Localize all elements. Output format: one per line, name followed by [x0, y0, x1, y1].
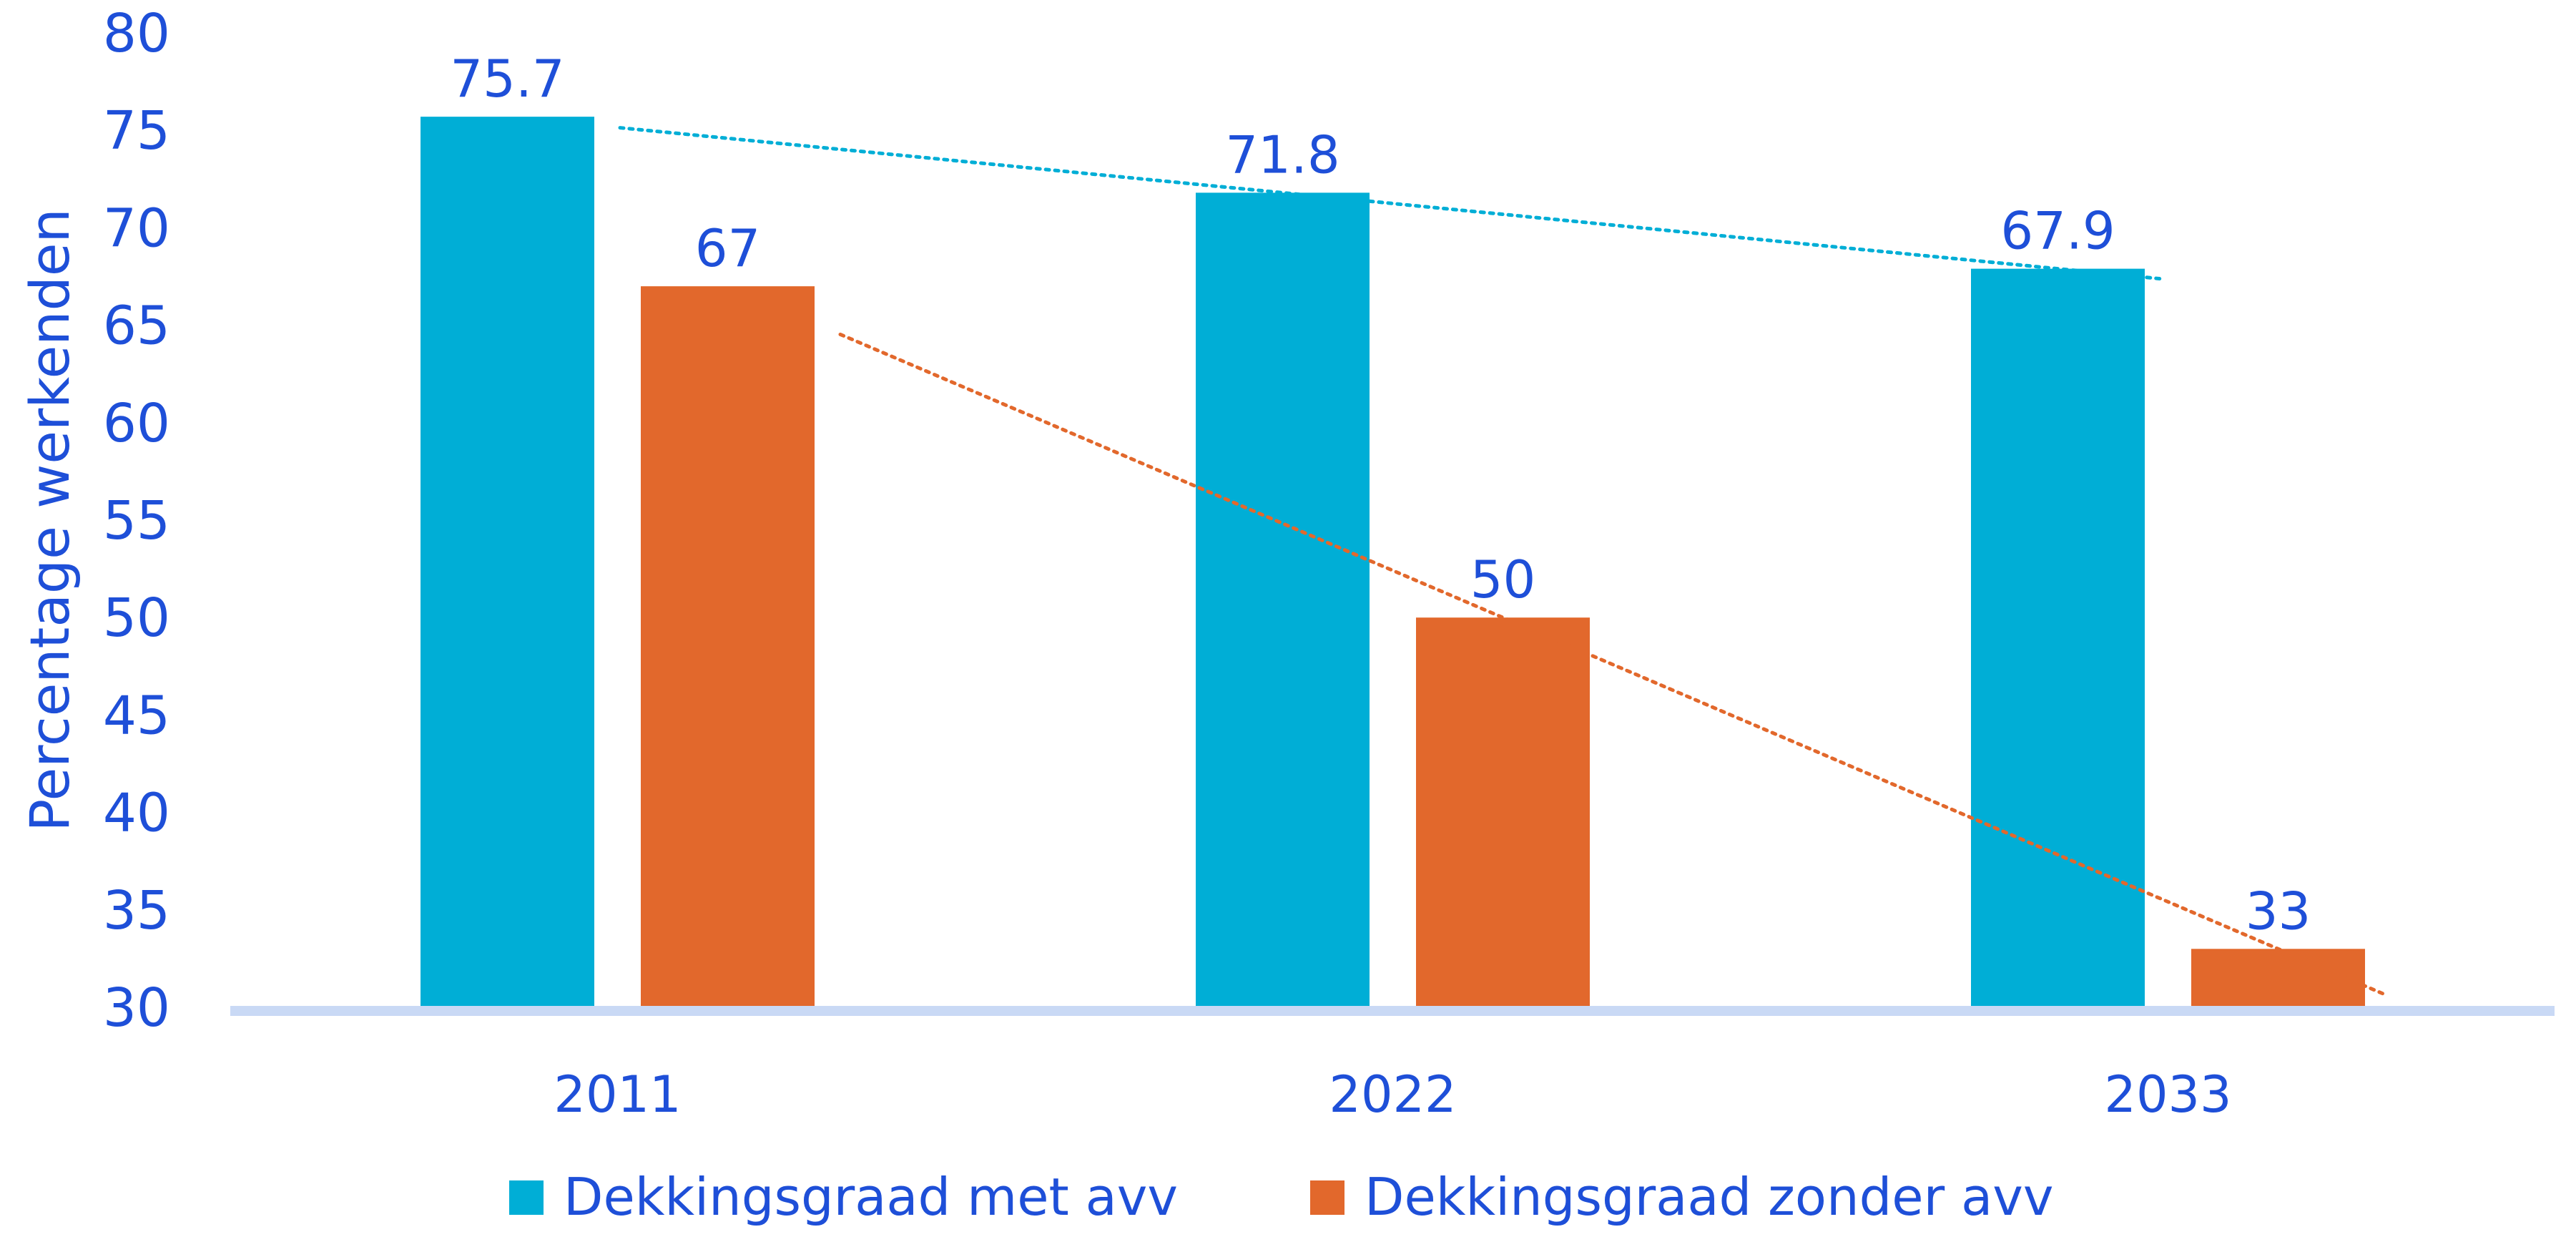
y-tick-label: 55 — [103, 490, 170, 552]
legend-item-met-avv: Dekkingsgraad met avv — [509, 1167, 1178, 1227]
y-tick-label: 30 — [103, 977, 170, 1039]
legend: Dekkingsgraad met avv Dekkingsgraad zonde… — [509, 1167, 2053, 1227]
legend-item-zonder-avv: Dekkingsgraad zonder avv — [1310, 1167, 2053, 1227]
y-axis-ticks: 30 35 40 45 50 55 60 65 70 75 80 — [103, 3, 170, 1039]
x-tick-label: 2011 — [554, 1065, 681, 1124]
bar-met-avv-2011 — [421, 117, 594, 1008]
y-tick-label: 65 — [103, 295, 170, 357]
x-axis-line — [230, 1006, 2555, 1016]
data-label: 33 — [2246, 881, 2311, 941]
y-tick-label: 45 — [103, 685, 170, 746]
y-tick-label: 40 — [103, 783, 170, 844]
bar-zonder-avv-2033 — [2191, 949, 2365, 1007]
y-tick-label: 50 — [103, 587, 170, 649]
data-label: 67 — [695, 218, 761, 278]
bars — [421, 117, 2365, 1008]
legend-label: Dekkingsgraad met avv — [564, 1167, 1178, 1227]
y-tick-label: 70 — [103, 197, 170, 259]
trendline-zonder-avv — [838, 332, 2387, 997]
y-tick-label: 60 — [103, 393, 170, 454]
legend-swatch — [509, 1180, 544, 1215]
data-label: 75.7 — [450, 49, 564, 109]
trendlines — [618, 126, 2387, 997]
bar-zonder-avv-2011 — [641, 286, 815, 1007]
bar-met-avv-2033 — [1971, 268, 2145, 1007]
y-tick-label: 75 — [103, 100, 170, 162]
legend-label: Dekkingsgraad zonder avv — [1365, 1167, 2053, 1227]
y-tick-label: 80 — [103, 3, 170, 64]
data-label: 50 — [1470, 549, 1536, 610]
legend-swatch — [1310, 1180, 1344, 1215]
bar-zonder-avv-2022 — [1416, 617, 1590, 1007]
x-tick-label: 2033 — [2104, 1065, 2231, 1124]
trendline-met-avv — [618, 126, 2167, 281]
x-tick-label: 2022 — [1329, 1065, 1456, 1124]
bar-met-avv-2022 — [1196, 192, 1370, 1007]
x-axis-labels: 2011 2022 2033 — [554, 1065, 2231, 1124]
y-axis-title: Percentage werkenden — [18, 208, 82, 831]
data-label: 71.8 — [1225, 124, 1339, 185]
data-label: 67.9 — [2000, 201, 2115, 261]
y-tick-label: 35 — [103, 880, 170, 942]
data-labels: 75.7 67 71.8 50 67.9 33 — [450, 49, 2311, 941]
